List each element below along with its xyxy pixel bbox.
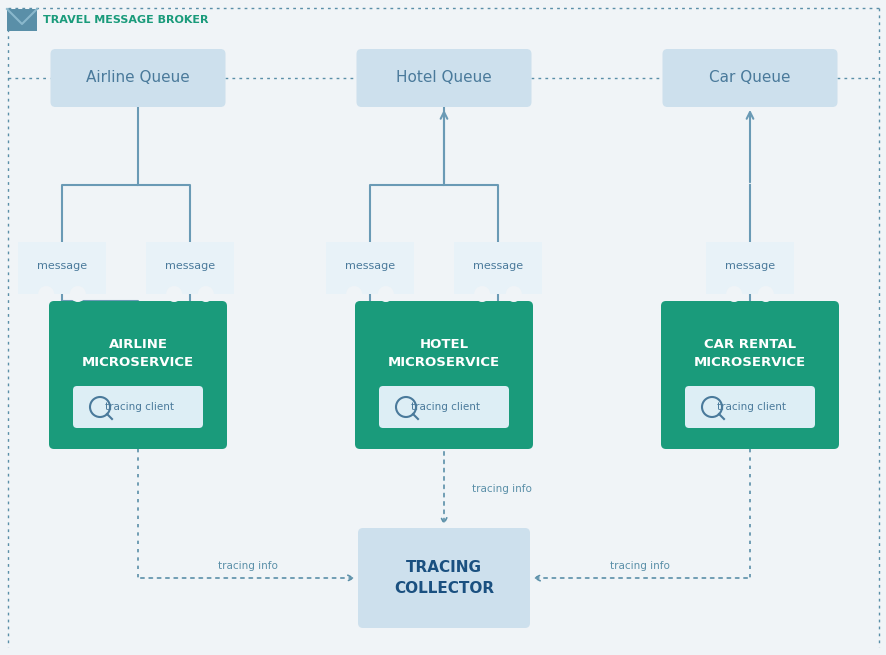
Text: CAR RENTAL
MICROSERVICE: CAR RENTAL MICROSERVICE [693,337,805,369]
FancyBboxPatch shape [49,301,227,449]
Text: tracing client: tracing client [717,402,786,412]
FancyBboxPatch shape [378,386,509,428]
Circle shape [346,286,361,302]
FancyBboxPatch shape [662,49,836,107]
Text: Hotel Queue: Hotel Queue [396,71,492,86]
Text: Car Queue: Car Queue [709,71,789,86]
Circle shape [474,286,490,302]
Circle shape [505,286,521,302]
FancyBboxPatch shape [18,242,106,294]
Bar [7,9,37,31]
FancyBboxPatch shape [73,386,203,428]
FancyBboxPatch shape [326,242,414,294]
Text: tracing client: tracing client [105,402,175,412]
Text: HOTEL
MICROSERVICE: HOTEL MICROSERVICE [387,337,500,369]
FancyBboxPatch shape [354,301,532,449]
Text: message: message [165,261,214,271]
Text: message: message [345,261,394,271]
FancyBboxPatch shape [705,242,793,294]
FancyBboxPatch shape [660,301,838,449]
Circle shape [757,286,773,302]
Text: message: message [472,261,523,271]
Text: tracing client: tracing client [411,402,480,412]
FancyBboxPatch shape [454,242,541,294]
Text: AIRLINE
MICROSERVICE: AIRLINE MICROSERVICE [82,337,194,369]
Circle shape [166,286,182,302]
FancyBboxPatch shape [684,386,814,428]
Circle shape [198,286,214,302]
FancyBboxPatch shape [146,242,234,294]
Text: tracing info: tracing info [610,561,669,571]
Text: Airline Queue: Airline Queue [86,71,190,86]
Text: tracing info: tracing info [471,483,532,493]
Circle shape [726,286,742,302]
Circle shape [38,286,54,302]
Circle shape [377,286,393,302]
Text: message: message [724,261,774,271]
FancyBboxPatch shape [356,49,531,107]
Text: TRAVEL MESSAGE BROKER: TRAVEL MESSAGE BROKER [43,15,208,25]
FancyBboxPatch shape [51,49,225,107]
Text: TRACING
COLLECTOR: TRACING COLLECTOR [393,560,494,596]
FancyBboxPatch shape [358,528,530,628]
Text: tracing info: tracing info [218,561,277,571]
Circle shape [70,286,86,302]
Text: message: message [37,261,87,271]
